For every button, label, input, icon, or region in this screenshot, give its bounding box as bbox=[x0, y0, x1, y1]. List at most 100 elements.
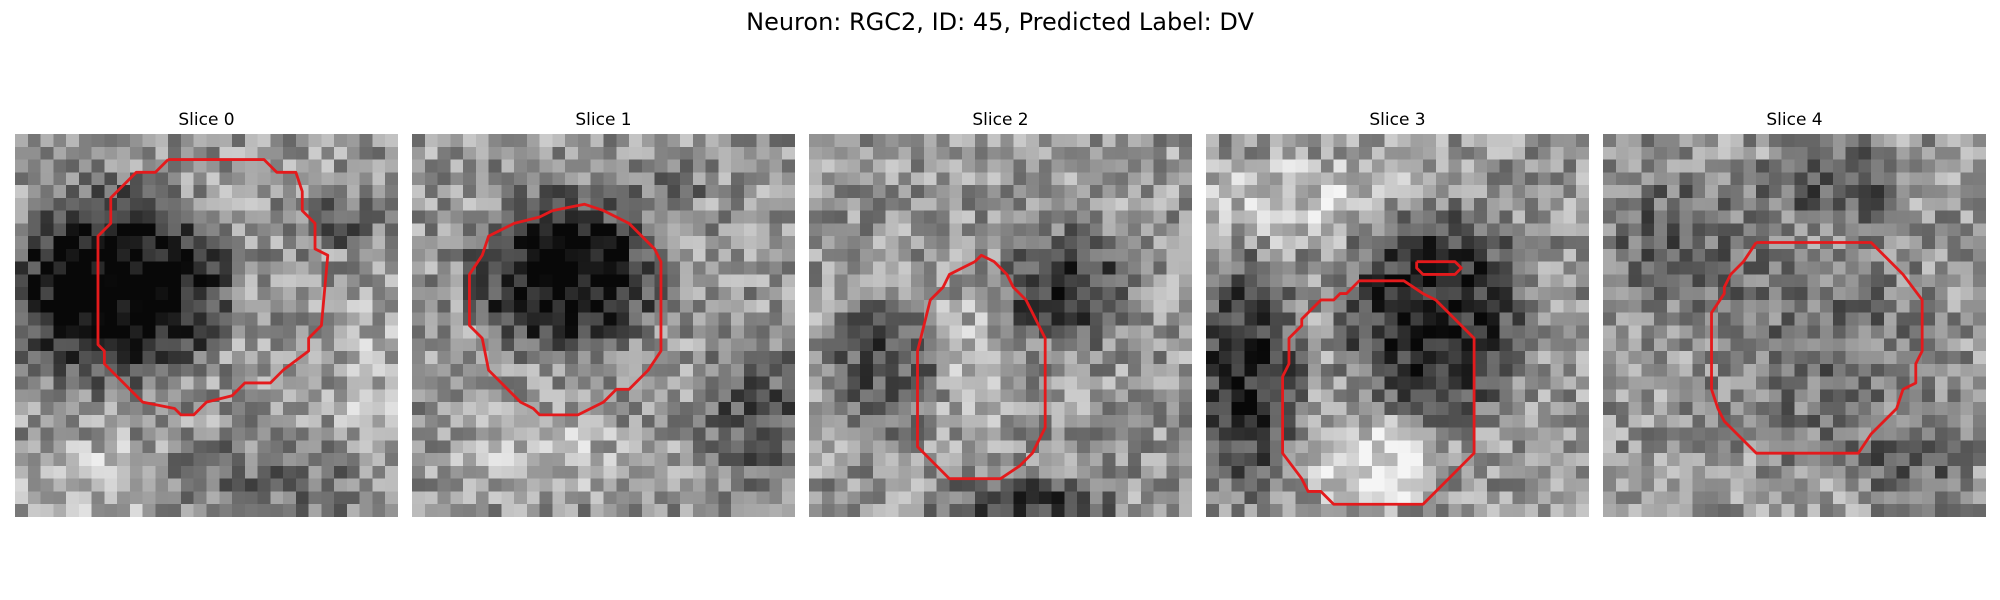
image-pixel bbox=[168, 185, 182, 199]
image-pixel bbox=[1295, 197, 1309, 211]
image-pixel bbox=[1461, 402, 1475, 416]
image-pixel bbox=[437, 427, 451, 441]
image-pixel bbox=[412, 299, 426, 313]
image-pixel bbox=[129, 287, 143, 301]
image-pixel bbox=[437, 159, 451, 173]
image-pixel bbox=[911, 210, 925, 224]
image-pixel bbox=[1743, 414, 1757, 428]
image-pixel bbox=[412, 197, 426, 211]
image-pixel bbox=[53, 389, 67, 403]
image-pixel bbox=[359, 134, 373, 148]
image-pixel bbox=[756, 287, 770, 301]
image-pixel bbox=[641, 440, 655, 454]
image-pixel bbox=[219, 299, 233, 313]
image-pixel bbox=[1166, 427, 1180, 441]
image-pixel bbox=[1781, 376, 1795, 390]
image-pixel bbox=[974, 236, 988, 250]
image-pixel bbox=[1397, 389, 1411, 403]
image-pixel bbox=[1064, 414, 1078, 428]
image-pixel bbox=[1883, 197, 1897, 211]
image-pixel bbox=[1371, 376, 1385, 390]
image-pixel bbox=[1346, 427, 1360, 441]
image-pixel bbox=[1768, 312, 1782, 326]
image-pixel bbox=[667, 159, 681, 173]
image-pixel bbox=[974, 491, 988, 505]
image-pixel bbox=[1038, 504, 1052, 517]
image-pixel bbox=[1973, 402, 1986, 416]
image-pixel bbox=[129, 478, 143, 492]
image-pixel bbox=[142, 338, 156, 352]
image-pixel bbox=[321, 363, 335, 377]
image-pixel bbox=[692, 504, 706, 517]
image-pixel bbox=[321, 146, 335, 160]
image-pixel bbox=[412, 478, 426, 492]
image-pixel bbox=[1346, 287, 1360, 301]
image-pixel bbox=[885, 312, 899, 326]
image-pixel bbox=[692, 287, 706, 301]
image-pixel bbox=[1576, 465, 1589, 479]
image-pixel bbox=[1512, 185, 1526, 199]
image-pixel bbox=[193, 478, 207, 492]
image-pixel bbox=[1641, 363, 1655, 377]
image-pixel bbox=[372, 223, 386, 237]
image-pixel bbox=[104, 414, 118, 428]
image-pixel bbox=[232, 351, 246, 365]
image-pixel bbox=[565, 287, 579, 301]
image-pixel bbox=[117, 159, 131, 173]
image-pixel bbox=[885, 402, 899, 416]
image-pixel bbox=[1641, 172, 1655, 186]
image-pixel bbox=[667, 414, 681, 428]
image-pixel bbox=[463, 453, 477, 467]
image-pixel bbox=[1820, 185, 1834, 199]
image-pixel bbox=[1244, 338, 1258, 352]
image-pixel bbox=[1295, 325, 1309, 339]
image-pixel bbox=[53, 236, 67, 250]
image-pixel bbox=[1820, 491, 1834, 505]
image-pixel bbox=[1000, 197, 1014, 211]
image-pixel bbox=[1371, 248, 1385, 262]
image-pixel bbox=[936, 236, 950, 250]
image-pixel bbox=[1218, 299, 1232, 313]
image-pixel bbox=[1820, 351, 1834, 365]
image-pixel bbox=[1397, 402, 1411, 416]
image-pixel bbox=[66, 325, 80, 339]
image-pixel bbox=[641, 338, 655, 352]
image-pixel bbox=[1909, 172, 1923, 186]
image-pixel bbox=[463, 414, 477, 428]
image-pixel bbox=[1371, 351, 1385, 365]
image-pixel bbox=[346, 185, 360, 199]
image-pixel bbox=[91, 504, 105, 517]
image-pixel bbox=[1000, 402, 1014, 416]
image-pixel bbox=[1525, 159, 1539, 173]
image-pixel bbox=[180, 299, 194, 313]
image-pixel bbox=[539, 351, 553, 365]
image-pixel bbox=[1206, 427, 1220, 441]
image-pixel bbox=[1486, 274, 1500, 288]
image-pixel bbox=[1743, 299, 1757, 313]
image-pixel bbox=[1474, 478, 1488, 492]
image-pixel bbox=[1909, 236, 1923, 250]
image-pixel bbox=[1909, 478, 1923, 492]
image-pixel bbox=[1692, 287, 1706, 301]
image-pixel bbox=[860, 491, 874, 505]
image-pixel bbox=[1231, 427, 1245, 441]
image-pixel bbox=[1934, 389, 1948, 403]
image-pixel bbox=[1089, 478, 1103, 492]
image-pixel bbox=[180, 338, 194, 352]
image-pixel bbox=[1423, 465, 1437, 479]
image-pixel bbox=[1397, 236, 1411, 250]
image-pixel bbox=[308, 287, 322, 301]
image-pixel bbox=[308, 299, 322, 313]
image-pixel bbox=[475, 197, 489, 211]
image-pixel bbox=[180, 146, 194, 160]
image-pixel bbox=[372, 236, 386, 250]
image-pixel bbox=[1474, 197, 1488, 211]
image-pixel bbox=[1102, 299, 1116, 313]
image-pixel bbox=[654, 210, 668, 224]
image-pixel bbox=[27, 389, 41, 403]
image-pixel bbox=[1922, 210, 1936, 224]
image-pixel bbox=[860, 159, 874, 173]
image-pixel bbox=[1308, 478, 1322, 492]
image-pixel bbox=[1333, 172, 1347, 186]
image-pixel bbox=[885, 453, 899, 467]
